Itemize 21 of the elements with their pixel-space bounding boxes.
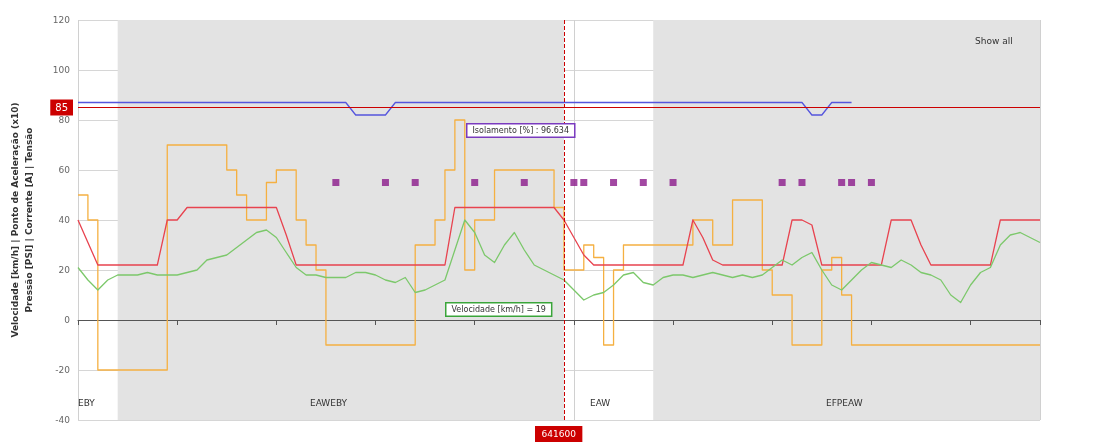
annotation: Isolamento [%] : 96.634 <box>472 126 570 135</box>
annotation: Show all <box>975 35 1013 46</box>
y-tick-label: 40 <box>58 215 71 225</box>
y-tick-label: 100 <box>52 65 71 75</box>
line-series <box>77 206 1041 266</box>
line-series <box>77 219 1041 304</box>
y-tick-label: -40 <box>55 415 71 425</box>
annotation: Velocidade [km/h] = 19 <box>451 305 546 314</box>
y-tick-label: -20 <box>55 365 71 375</box>
y-tick-label: 0 <box>64 315 71 325</box>
annotation: EAW <box>590 397 611 408</box>
annotation: EAWEBY <box>310 397 348 408</box>
y-tick-label: 80 <box>58 115 71 125</box>
text: 641600 <box>541 429 577 439</box>
y-tick-label: 120 <box>52 15 71 25</box>
annotation: EFPEAW <box>826 397 863 408</box>
y-tick-label: 60 <box>58 165 71 175</box>
y-axis-title: Velocidade [km/h] | Ponto de Aceleração (x10) Pressão [PSI] | Corrente [A] | Tensão <box>10 102 34 338</box>
y-tick-label: 20 <box>58 265 71 275</box>
annotation: EBY <box>78 397 96 408</box>
ref-line-label: 85 <box>55 102 68 113</box>
